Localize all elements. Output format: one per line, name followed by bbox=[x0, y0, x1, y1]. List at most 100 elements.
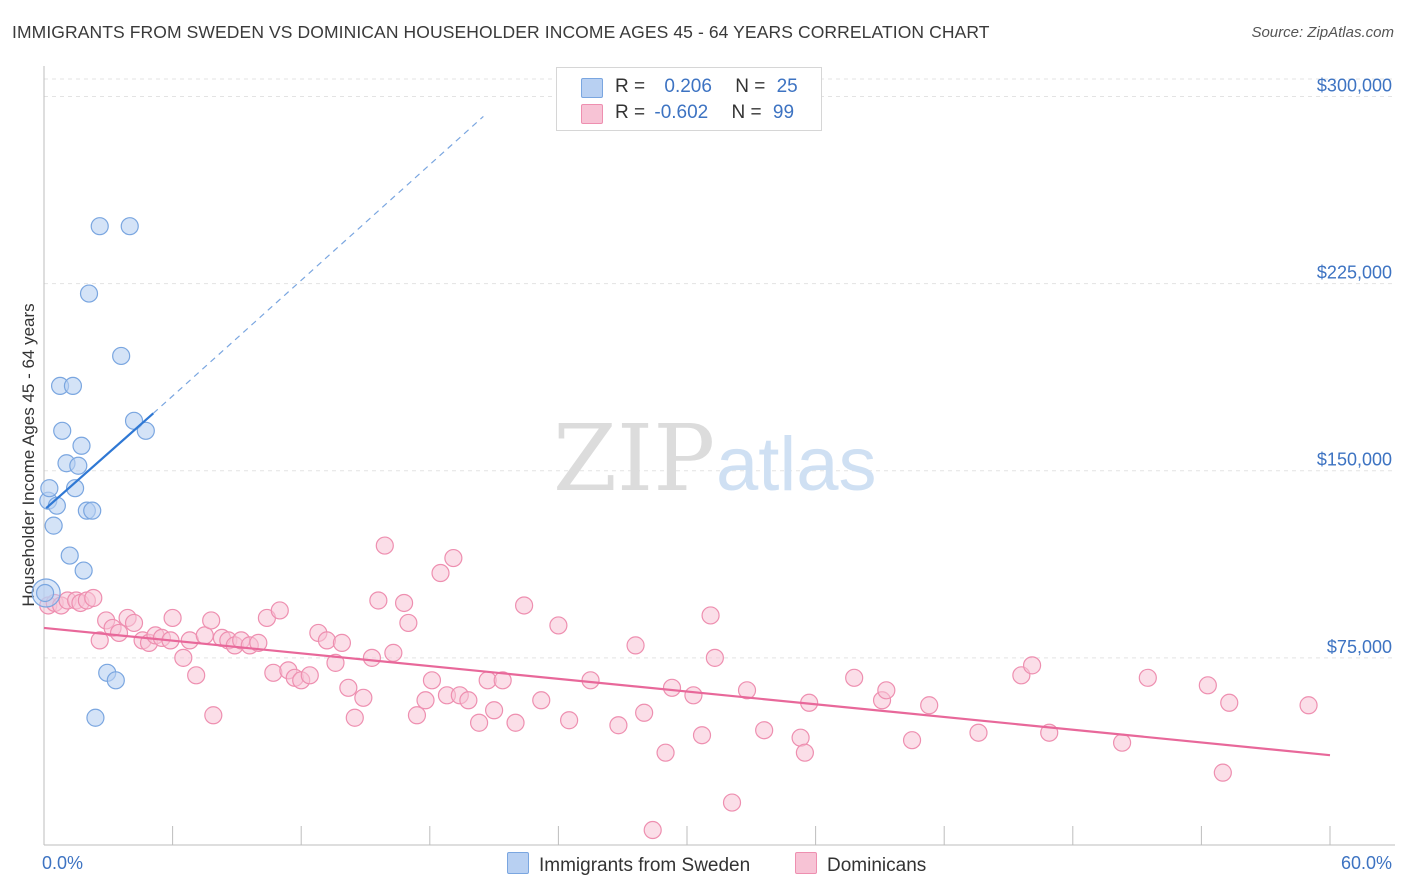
dominican-point bbox=[1112, 733, 1132, 752]
dominican-point bbox=[354, 688, 373, 707]
dominican-point bbox=[326, 653, 345, 672]
y-tick-label: $225,000 bbox=[1317, 263, 1392, 283]
sweden-point bbox=[120, 217, 139, 236]
sweden-point bbox=[65, 479, 85, 498]
dominican-point bbox=[469, 713, 489, 732]
bottom-legend-dominicans: Dominicans bbox=[795, 852, 926, 877]
dominicans-points bbox=[31, 536, 1318, 840]
y-tick-label: $150,000 bbox=[1317, 450, 1392, 470]
dominican-point bbox=[1022, 656, 1042, 675]
y-tick-label: $300,000 bbox=[1317, 75, 1392, 95]
dominican-point bbox=[902, 731, 922, 750]
sweden-point bbox=[53, 421, 72, 440]
dominican-point bbox=[662, 678, 682, 697]
dominican-point bbox=[549, 616, 568, 635]
bottom-legend-sweden-label: Immigrants from Sweden bbox=[539, 855, 751, 876]
dominican-point bbox=[532, 691, 551, 710]
dominican-point bbox=[84, 588, 103, 608]
dominican-point bbox=[920, 696, 939, 715]
gridlines bbox=[44, 78, 1395, 659]
dominican-point bbox=[422, 671, 442, 690]
dominican-point bbox=[444, 548, 463, 568]
dominican-point bbox=[701, 606, 720, 625]
sweden-point bbox=[90, 217, 109, 236]
dominican-point bbox=[431, 563, 450, 583]
dominican-point bbox=[317, 631, 337, 650]
x-tick-label: 0.0% bbox=[42, 853, 83, 873]
dominican-point bbox=[1299, 696, 1318, 715]
dominican-point bbox=[643, 820, 662, 840]
sweden-point bbox=[106, 671, 125, 690]
dominican-point bbox=[270, 601, 289, 620]
legend-swatch-sweden bbox=[581, 78, 603, 98]
legend-swatch-dominicans bbox=[581, 104, 603, 124]
dominican-point bbox=[174, 648, 193, 667]
bottom-swatch-sweden bbox=[507, 852, 529, 874]
dominican-point bbox=[163, 608, 182, 628]
dominican-point bbox=[459, 691, 478, 710]
sweden-point bbox=[35, 583, 55, 603]
legend-n-value-dominicans: 99 bbox=[772, 102, 795, 123]
dominican-point bbox=[375, 536, 394, 555]
source-label: Source: ZipAtlas.com bbox=[1251, 24, 1394, 41]
dominican-point bbox=[369, 591, 388, 610]
sweden-trend-extension bbox=[152, 115, 484, 414]
dominican-point bbox=[609, 716, 628, 735]
sweden-point bbox=[72, 436, 91, 455]
sweden-point bbox=[60, 546, 79, 565]
y-axis-title: Householder Income Ages 45 - 64 years bbox=[19, 303, 38, 606]
dominican-point bbox=[399, 613, 418, 633]
dominican-point bbox=[187, 666, 206, 685]
bottom-legend-sweden: Immigrants from Sweden bbox=[507, 852, 750, 877]
dominican-point bbox=[339, 678, 358, 697]
dominican-point bbox=[969, 723, 988, 742]
dominican-point bbox=[264, 663, 283, 682]
dominican-point bbox=[300, 666, 319, 685]
dominican-point bbox=[109, 623, 129, 643]
dominican-point bbox=[394, 593, 414, 613]
sweden-point bbox=[40, 479, 59, 498]
sweden-trend-line bbox=[45, 412, 155, 509]
watermark-atlas: atlas bbox=[716, 422, 877, 507]
dominican-point bbox=[722, 793, 742, 812]
dominican-point bbox=[737, 681, 757, 700]
sweden-point bbox=[44, 516, 63, 535]
dominican-point bbox=[332, 633, 352, 652]
dominican-point bbox=[1213, 763, 1232, 782]
dominican-point bbox=[635, 703, 654, 722]
dominican-point bbox=[345, 708, 364, 727]
legend-n-label: N = bbox=[731, 102, 767, 123]
dominican-point bbox=[626, 636, 645, 655]
dominican-point bbox=[755, 721, 774, 740]
dominican-point bbox=[791, 728, 810, 747]
dominican-point bbox=[90, 631, 109, 650]
x-tick-label: 60.0% bbox=[1341, 853, 1392, 873]
legend-r-value-dominicans: -0.602 bbox=[654, 102, 709, 123]
legend-n-label: N = bbox=[735, 76, 771, 97]
dominican-point bbox=[692, 726, 712, 745]
watermark: ZIP atlas bbox=[553, 405, 877, 512]
dominican-point bbox=[656, 743, 675, 762]
dominican-point bbox=[795, 743, 814, 762]
y-tick-label: $75,000 bbox=[1327, 637, 1392, 657]
dominican-point bbox=[362, 648, 382, 667]
dominican-point bbox=[249, 633, 268, 652]
sweden-point bbox=[86, 708, 105, 727]
dominican-point bbox=[1220, 693, 1239, 712]
sweden-point bbox=[63, 376, 83, 395]
sweden-point bbox=[83, 501, 102, 520]
sweden-point bbox=[74, 561, 93, 580]
sweden-point bbox=[112, 346, 131, 366]
dominican-point bbox=[416, 691, 435, 710]
dominican-point bbox=[560, 711, 579, 730]
dominican-point bbox=[384, 643, 403, 662]
sweden-point bbox=[79, 284, 99, 303]
dominican-point bbox=[202, 611, 221, 630]
dominican-point bbox=[204, 706, 223, 725]
dominican-point bbox=[705, 648, 724, 667]
dominican-trend-line bbox=[43, 626, 1331, 757]
watermark-zip: ZIP bbox=[553, 405, 715, 512]
dominican-point bbox=[845, 668, 864, 687]
sweden-points bbox=[35, 217, 155, 727]
